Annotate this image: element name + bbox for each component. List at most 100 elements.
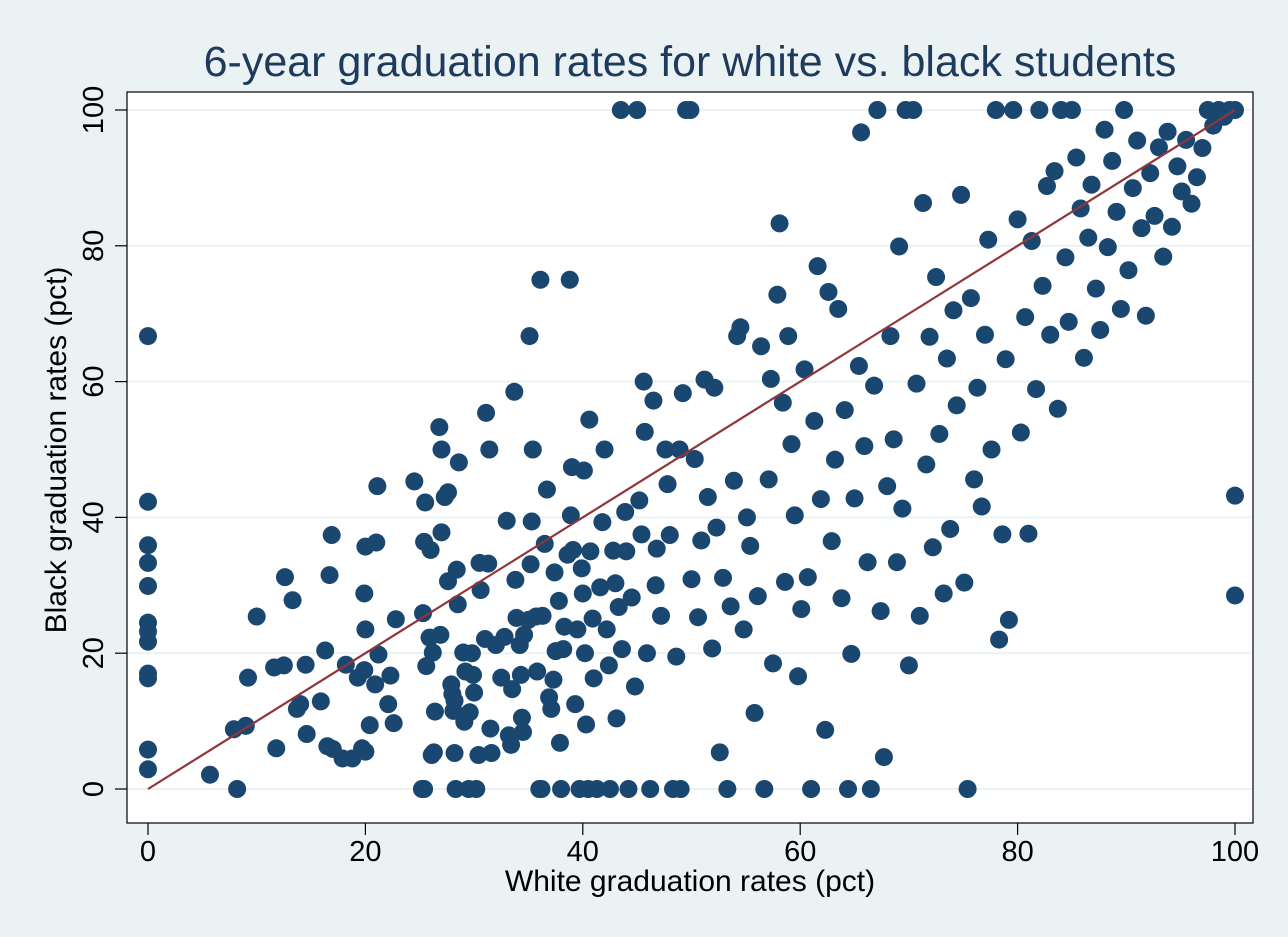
data-point bbox=[839, 780, 858, 798]
data-point bbox=[575, 644, 594, 663]
data-point bbox=[617, 542, 636, 561]
data-point bbox=[1162, 217, 1181, 236]
y-tick-label: 100 bbox=[78, 86, 110, 134]
data-point bbox=[599, 656, 618, 675]
reference-line bbox=[147, 109, 1236, 790]
data-point bbox=[698, 488, 717, 507]
data-point bbox=[368, 477, 387, 496]
data-point bbox=[887, 553, 906, 572]
data-point bbox=[1016, 308, 1035, 327]
data-point bbox=[1041, 325, 1060, 344]
data-point bbox=[671, 780, 690, 798]
data-point bbox=[1074, 348, 1093, 367]
data-point bbox=[721, 597, 740, 616]
data-point bbox=[464, 665, 483, 684]
data-point bbox=[568, 620, 587, 639]
data-point bbox=[492, 668, 511, 687]
data-point bbox=[868, 101, 887, 119]
data-point bbox=[775, 572, 794, 591]
data-point bbox=[619, 780, 638, 798]
data-point bbox=[825, 450, 844, 469]
data-point bbox=[710, 743, 729, 762]
data-point bbox=[724, 471, 743, 490]
data-point bbox=[1103, 151, 1122, 170]
data-point bbox=[1128, 131, 1147, 150]
data-point bbox=[1226, 586, 1244, 605]
data-point bbox=[1111, 299, 1130, 318]
data-point bbox=[139, 576, 157, 595]
data-point bbox=[580, 410, 599, 429]
data-point bbox=[1158, 122, 1177, 141]
data-point bbox=[999, 610, 1018, 629]
data-point bbox=[861, 780, 880, 798]
x-tick-label: 0 bbox=[140, 836, 156, 868]
data-point bbox=[958, 780, 977, 798]
data-point bbox=[514, 722, 533, 741]
data-point bbox=[632, 525, 651, 544]
data-point bbox=[449, 453, 468, 472]
data-point bbox=[968, 378, 987, 397]
data-point bbox=[934, 584, 953, 603]
data-point bbox=[607, 709, 626, 728]
data-point bbox=[416, 493, 435, 512]
data-point bbox=[685, 450, 704, 469]
data-point bbox=[752, 337, 771, 356]
data-point bbox=[1062, 101, 1081, 119]
data-point bbox=[515, 625, 534, 644]
data-point bbox=[481, 719, 500, 738]
data-point bbox=[625, 677, 644, 696]
data-point bbox=[656, 440, 675, 459]
y-tick-label: 40 bbox=[78, 501, 110, 533]
data-point bbox=[779, 327, 798, 346]
data-point bbox=[564, 540, 583, 559]
data-point bbox=[982, 440, 1001, 459]
data-point bbox=[439, 483, 458, 502]
data-point bbox=[448, 595, 467, 614]
data-point bbox=[923, 538, 942, 557]
data-point bbox=[1182, 194, 1201, 213]
x-tick-label: 60 bbox=[784, 836, 816, 868]
data-point bbox=[1037, 177, 1056, 196]
data-point bbox=[311, 692, 330, 711]
data-point bbox=[316, 641, 335, 660]
data-point bbox=[930, 424, 949, 443]
data-point bbox=[606, 574, 625, 593]
data-point bbox=[737, 508, 756, 527]
data-point bbox=[808, 257, 827, 276]
data-point bbox=[975, 325, 994, 344]
data-point bbox=[296, 655, 315, 674]
data-point bbox=[952, 185, 971, 204]
data-point bbox=[379, 695, 398, 714]
data-point bbox=[611, 101, 630, 119]
data-point bbox=[986, 101, 1005, 119]
data-point bbox=[1048, 399, 1067, 418]
data-point bbox=[369, 645, 388, 664]
data-point bbox=[630, 491, 649, 510]
data-point bbox=[581, 542, 600, 561]
data-point bbox=[503, 680, 522, 699]
data-point bbox=[635, 422, 654, 441]
data-point bbox=[542, 699, 561, 718]
data-point bbox=[1168, 157, 1187, 176]
data-point bbox=[425, 702, 444, 721]
data-point bbox=[533, 606, 552, 625]
data-point bbox=[267, 739, 286, 758]
data-point bbox=[512, 708, 531, 727]
data-point bbox=[522, 512, 541, 531]
data-point bbox=[1059, 312, 1078, 331]
data-point bbox=[990, 630, 1009, 649]
data-point bbox=[355, 661, 374, 680]
data-point bbox=[802, 780, 821, 798]
data-point bbox=[228, 780, 247, 798]
data-point bbox=[707, 518, 726, 537]
data-point bbox=[139, 632, 157, 651]
data-point bbox=[1019, 524, 1038, 543]
data-point bbox=[816, 720, 835, 739]
data-point bbox=[890, 237, 909, 256]
data-point bbox=[549, 591, 568, 610]
data-point bbox=[462, 644, 481, 663]
data-point bbox=[544, 670, 563, 689]
data-point bbox=[139, 760, 157, 779]
data-point bbox=[910, 606, 929, 625]
data-point bbox=[692, 531, 711, 550]
